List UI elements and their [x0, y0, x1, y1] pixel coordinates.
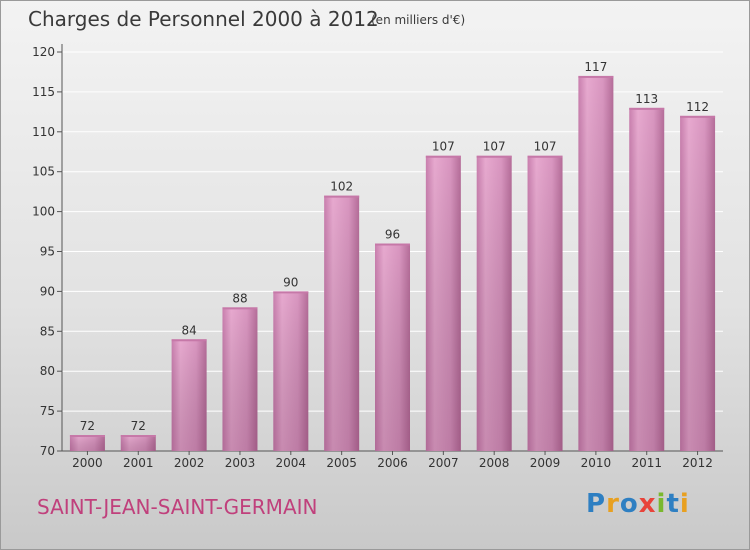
- bar-shade: [69, 435, 105, 451]
- y-tick-label: 85: [40, 324, 55, 338]
- logo-letter: o: [619, 489, 639, 519]
- proxiti-logo[interactable]: Proxiti: [586, 489, 690, 519]
- bar-shade: [680, 115, 716, 451]
- value-label: 72: [80, 419, 95, 433]
- value-label: 117: [584, 60, 607, 74]
- y-tick-label: 105: [32, 165, 55, 179]
- value-label: 107: [483, 140, 506, 154]
- bar-shade: [578, 75, 614, 451]
- bar-top-edge: [680, 115, 716, 118]
- value-label: 72: [131, 419, 146, 433]
- bar-top-edge: [69, 435, 105, 438]
- bars: [69, 75, 716, 452]
- value-label: 112: [686, 100, 709, 114]
- y-tick-label: 70: [40, 444, 55, 458]
- x-tick-label: 2006: [377, 456, 408, 470]
- bar-shade: [527, 155, 563, 452]
- x-tick-label: 2007: [428, 456, 459, 470]
- logo-letter: r: [606, 489, 620, 519]
- bar-shade: [273, 291, 309, 451]
- x-tick-label: 2010: [581, 456, 612, 470]
- bar-top-edge: [527, 155, 563, 158]
- y-tick-label: 95: [40, 245, 55, 259]
- bar-top-edge: [476, 155, 512, 158]
- x-tick-label: 2004: [276, 456, 307, 470]
- x-tick-label: 2003: [225, 456, 256, 470]
- x-tick-label: 2000: [72, 456, 103, 470]
- logo-letter: t: [666, 489, 680, 519]
- bar-top-edge: [375, 243, 410, 246]
- bar-shade: [120, 435, 156, 451]
- labels: 70 75 80 85 90 95 100 105 110 115 120 72 2000 72 2001 8…: [32, 45, 713, 470]
- bar-shade: [222, 307, 258, 451]
- value-label: 84: [181, 323, 196, 337]
- y-tick-label: 120: [32, 45, 55, 59]
- x-tick-label: 2005: [326, 456, 357, 470]
- city-name: SAINT-JEAN-SAINT-GERMAIN: [37, 495, 318, 519]
- y-tick-label: 90: [40, 284, 55, 298]
- bar-top-edge: [629, 107, 665, 110]
- x-tick-label: 2012: [682, 456, 713, 470]
- x-tick-label: 2009: [530, 456, 561, 470]
- value-label: 88: [232, 291, 247, 305]
- bar-top-edge: [425, 155, 461, 158]
- value-label: 90: [283, 275, 298, 289]
- x-tick-label: 2001: [123, 456, 154, 470]
- logo-letter: x: [638, 489, 657, 519]
- bar-shade: [171, 339, 207, 451]
- bar-top-edge: [120, 435, 156, 438]
- value-label: 113: [635, 92, 658, 106]
- y-tick-label: 100: [32, 205, 55, 219]
- logo-letter: i: [656, 489, 667, 519]
- chart-title: Charges de Personnel 2000 à 2012: [28, 7, 379, 31]
- bar-shade: [425, 155, 461, 452]
- bar-shade: [375, 243, 410, 451]
- value-label: 102: [330, 180, 353, 194]
- bar-shade: [324, 195, 360, 451]
- y-tick-label: 80: [40, 364, 55, 378]
- logo-letter: P: [586, 489, 607, 519]
- value-label: 107: [534, 140, 557, 154]
- x-tick-label: 2008: [479, 456, 510, 470]
- bar-shade: [629, 107, 665, 452]
- x-tick-label: 2011: [631, 456, 662, 470]
- chart-subtitle: (en milliers d'€): [371, 13, 466, 27]
- bar-top-edge: [222, 307, 258, 310]
- logo-letter: i: [679, 489, 690, 519]
- value-label: 96: [385, 228, 400, 242]
- bar-top-edge: [578, 75, 614, 78]
- bar-top-edge: [171, 339, 207, 342]
- value-label: 107: [432, 140, 455, 154]
- y-tick-label: 75: [40, 404, 55, 418]
- bar-shade: [476, 155, 512, 452]
- y-tick-label: 115: [32, 85, 55, 99]
- y-tick-label: 110: [32, 125, 55, 139]
- bar-top-edge: [324, 195, 360, 198]
- bar-top-edge: [273, 291, 309, 294]
- x-tick-label: 2002: [174, 456, 205, 470]
